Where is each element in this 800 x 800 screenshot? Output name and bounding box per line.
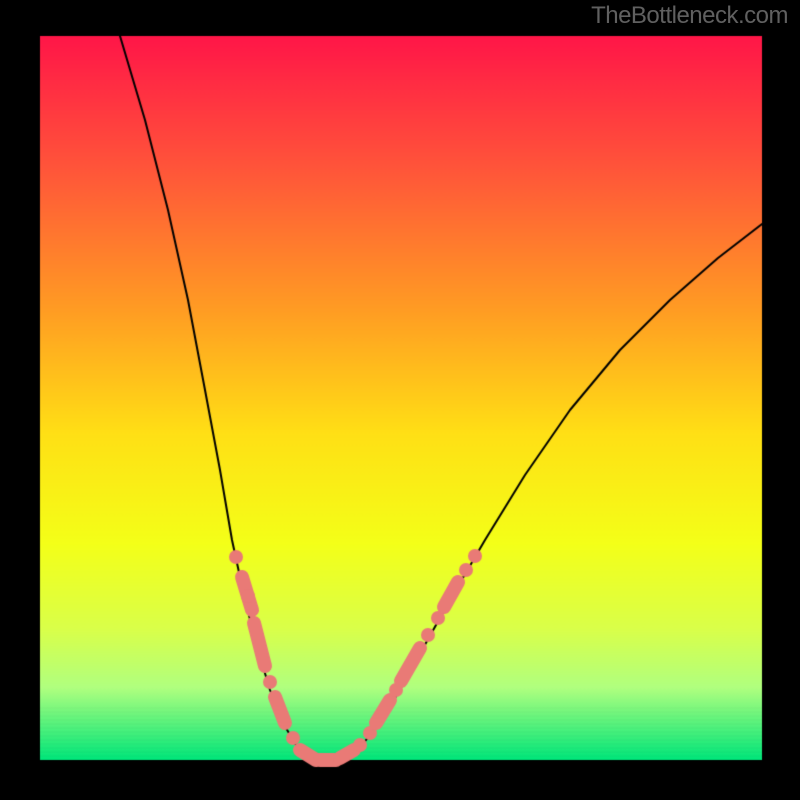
chart-container: TheBottleneck.com	[0, 0, 800, 800]
bottleneck-v-curve-chart	[0, 0, 800, 800]
